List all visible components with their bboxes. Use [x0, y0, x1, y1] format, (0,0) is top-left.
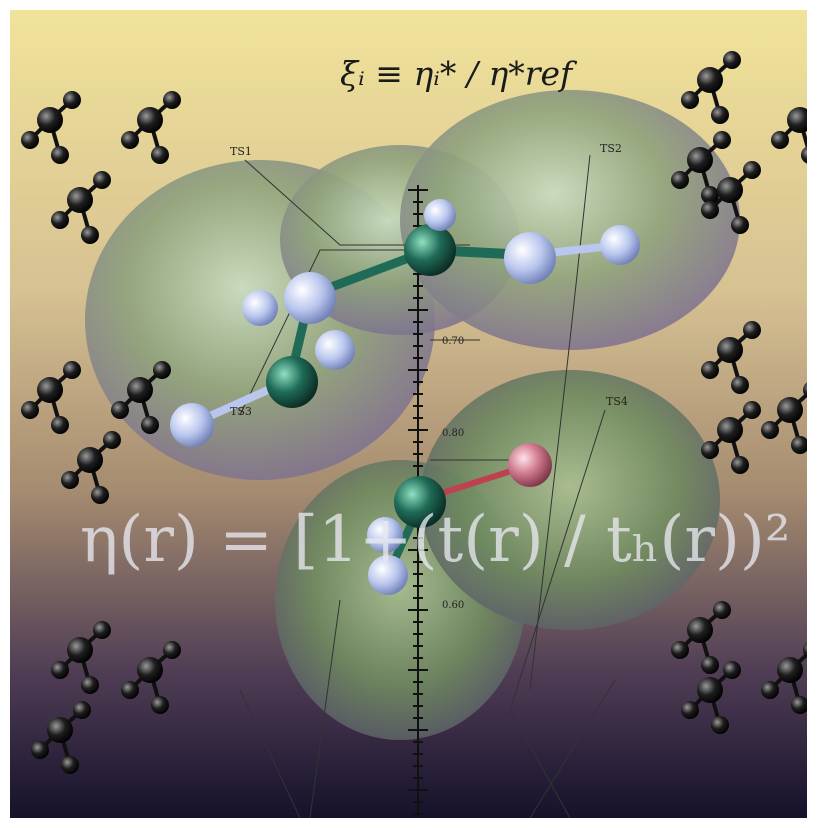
atom — [63, 361, 81, 379]
atom — [63, 91, 81, 109]
atom — [687, 147, 713, 173]
atom — [163, 91, 181, 109]
molecular-illustration — [10, 10, 807, 818]
atom — [121, 681, 139, 699]
atom — [687, 617, 713, 643]
atom — [723, 51, 741, 69]
atom — [717, 417, 743, 443]
label-ts2: TS2 — [600, 142, 622, 155]
atom — [713, 131, 731, 149]
atom — [67, 187, 93, 213]
atom — [21, 401, 39, 419]
axis-tick-label: 0.80 — [442, 428, 465, 439]
molecule-lower — [367, 443, 552, 595]
atom — [711, 106, 729, 124]
atom — [791, 436, 807, 454]
atom — [21, 131, 39, 149]
atom — [153, 361, 171, 379]
atom — [681, 91, 699, 109]
atom — [31, 741, 49, 759]
atom — [93, 171, 111, 189]
atom — [777, 657, 803, 683]
atom — [701, 186, 719, 204]
atom — [743, 161, 761, 179]
atom — [743, 401, 761, 419]
atom — [731, 376, 749, 394]
atom — [51, 211, 69, 229]
label-ts1: TS1 — [230, 145, 252, 158]
atom — [701, 201, 719, 219]
atom — [81, 226, 99, 244]
atom — [743, 321, 761, 339]
atom — [163, 641, 181, 659]
atom — [137, 657, 163, 683]
atom — [121, 131, 139, 149]
isosurface-lower — [275, 370, 720, 740]
atom — [761, 421, 779, 439]
atom — [803, 382, 807, 398]
atom — [777, 397, 803, 423]
atom — [47, 717, 73, 743]
atom — [61, 756, 79, 774]
atom — [787, 107, 807, 133]
atom — [111, 401, 129, 419]
atom — [93, 621, 111, 639]
atom — [127, 377, 153, 403]
atom — [73, 701, 91, 719]
axis-tick-label: 0.70 — [442, 336, 465, 347]
atom — [701, 361, 719, 379]
atom — [91, 486, 109, 504]
atom — [141, 416, 159, 434]
leader-lines — [239, 154, 616, 818]
atom — [681, 701, 699, 719]
atom — [701, 656, 719, 674]
atom — [801, 146, 807, 164]
atom — [791, 696, 807, 714]
atom — [61, 471, 79, 489]
atom — [671, 171, 689, 189]
atom — [731, 456, 749, 474]
atom — [37, 107, 63, 133]
atom — [51, 146, 69, 164]
atom — [51, 416, 69, 434]
atom — [51, 661, 69, 679]
atom — [731, 216, 749, 234]
top-equation: ξᵢ ≡ ηᵢ* / η*ref — [340, 54, 573, 93]
atom — [713, 601, 731, 619]
atom — [717, 177, 743, 203]
atom — [81, 676, 99, 694]
atom — [761, 681, 779, 699]
atom — [717, 337, 743, 363]
atom — [711, 716, 729, 734]
atom — [67, 637, 93, 663]
axis-tick-label: 0.60 — [442, 600, 465, 611]
atom — [803, 642, 807, 658]
atom — [37, 377, 63, 403]
atom — [701, 441, 719, 459]
atom — [697, 677, 723, 703]
atom — [771, 131, 789, 149]
main-equation: η(r) = [1+(t(r) / tₕ(r))² ]⁻¹ — [80, 503, 807, 577]
atom — [151, 146, 169, 164]
atom — [697, 67, 723, 93]
label-ts3: TS3 — [230, 405, 252, 418]
side-molecules — [21, 51, 807, 774]
atom — [723, 661, 741, 679]
label-ts4: TS4 — [606, 395, 628, 408]
atom — [151, 696, 169, 714]
illustration-frame: ξᵢ ≡ ηᵢ* / η*ref η(r) = [1+(t(r) / tₕ(r)… — [10, 10, 807, 818]
atom — [103, 431, 121, 449]
atom — [671, 641, 689, 659]
atom — [137, 107, 163, 133]
molecule-upper — [170, 199, 640, 447]
atom — [77, 447, 103, 473]
